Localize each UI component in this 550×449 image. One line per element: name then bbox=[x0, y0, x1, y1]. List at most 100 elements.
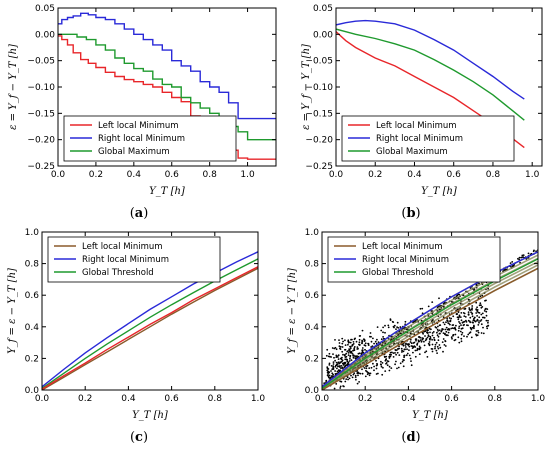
series-group bbox=[42, 251, 258, 390]
legend-label: Global Threshold bbox=[362, 268, 434, 278]
scatter-point bbox=[366, 373, 369, 376]
scatter-point bbox=[466, 324, 468, 326]
scatter-point bbox=[355, 378, 357, 381]
scatter-point bbox=[417, 336, 420, 338]
scatter-point bbox=[350, 374, 352, 377]
scatter-point bbox=[376, 362, 378, 365]
scatter-point bbox=[469, 309, 472, 312]
scatter-point bbox=[385, 358, 388, 360]
y-tick-label: 0.05 bbox=[35, 4, 55, 14]
scatter-point bbox=[367, 344, 370, 346]
scatter-point bbox=[431, 301, 434, 303]
scatter-point bbox=[473, 317, 475, 320]
scatter-point bbox=[457, 318, 460, 321]
band-line bbox=[322, 260, 538, 390]
scatter-point bbox=[418, 348, 421, 351]
scatter-point bbox=[382, 326, 384, 329]
scatter-point bbox=[411, 347, 414, 349]
scatter-point bbox=[475, 308, 478, 310]
scatter-point bbox=[461, 331, 464, 334]
scatter-point bbox=[375, 364, 378, 367]
x-tick-label: 0.6 bbox=[165, 170, 180, 180]
scatter-point bbox=[397, 347, 399, 350]
legend-label: Right local Minimum bbox=[98, 134, 185, 144]
scatter-point bbox=[518, 256, 521, 259]
legend-label: Right local Minimum bbox=[82, 255, 169, 265]
x-tick-label: 0.2 bbox=[78, 394, 92, 404]
scatter-point bbox=[403, 354, 406, 357]
scatter-point bbox=[388, 355, 391, 358]
band-line bbox=[322, 254, 538, 389]
y-tick-label: 0.05 bbox=[313, 4, 333, 14]
scatter-point bbox=[388, 369, 391, 372]
scatter-point bbox=[445, 334, 448, 336]
scatter-point bbox=[392, 321, 395, 323]
x-tick-label: 0.2 bbox=[358, 394, 372, 404]
scatter-point bbox=[332, 361, 335, 363]
scatter-point bbox=[376, 338, 378, 341]
scatter-point bbox=[325, 380, 328, 382]
scatter-point bbox=[459, 316, 462, 318]
scatter-point bbox=[464, 316, 467, 318]
scatter-point bbox=[466, 335, 468, 338]
scatter-point bbox=[487, 319, 489, 322]
scatter-point bbox=[457, 329, 460, 332]
x-axis-label: Y_T [h] bbox=[412, 410, 448, 421]
scatter-point bbox=[339, 380, 342, 383]
legend-box bbox=[47, 236, 221, 283]
scatter-point bbox=[423, 340, 425, 343]
scatter-point bbox=[405, 354, 408, 357]
scatter-point bbox=[444, 332, 446, 335]
scatter-point bbox=[327, 373, 330, 375]
scatter-point bbox=[358, 352, 361, 355]
scatter-point bbox=[377, 341, 380, 343]
y-tick-label: 0.4 bbox=[305, 323, 320, 333]
scatter-point bbox=[428, 341, 431, 343]
scatter-point bbox=[361, 339, 363, 342]
scatter-point bbox=[469, 316, 472, 319]
scatter-point bbox=[346, 360, 349, 363]
scatter-point bbox=[347, 378, 349, 381]
scatter-point bbox=[527, 252, 530, 255]
scatter-point bbox=[334, 365, 337, 368]
scatter-point bbox=[475, 301, 478, 304]
scatter-point bbox=[445, 330, 448, 333]
scatter-point bbox=[437, 325, 439, 328]
scatter-point bbox=[339, 387, 342, 389]
y-axis-label: Y_f = ε − Y_T [h] bbox=[7, 268, 18, 354]
scatter-point bbox=[363, 344, 366, 346]
scatter-point bbox=[347, 343, 349, 346]
scatter-point bbox=[348, 341, 350, 344]
scatter-point bbox=[393, 326, 395, 329]
scatter-point bbox=[342, 364, 345, 366]
scatter-point bbox=[365, 365, 367, 368]
scatter-point bbox=[447, 331, 450, 334]
scatter-point bbox=[416, 343, 418, 346]
scatter-point bbox=[412, 351, 414, 354]
scatter-point bbox=[375, 367, 378, 370]
scatter-point bbox=[465, 319, 467, 322]
scatter-point bbox=[338, 339, 340, 341]
scatter-point bbox=[358, 341, 361, 344]
scatter-point bbox=[375, 359, 377, 362]
y-tick-label: −0.25 bbox=[305, 162, 333, 172]
y-tick-label: 0.0 bbox=[305, 386, 320, 396]
series-line bbox=[42, 258, 258, 389]
scatter-point bbox=[485, 307, 487, 310]
scatter-point bbox=[439, 346, 442, 349]
scatter-point bbox=[476, 319, 478, 322]
scatter-point bbox=[481, 312, 484, 315]
scatter-point bbox=[442, 338, 445, 340]
x-tick-label: 0.8 bbox=[486, 170, 501, 180]
scatter-point bbox=[393, 324, 396, 327]
scatter-point bbox=[330, 365, 333, 367]
scatter-point bbox=[368, 374, 371, 377]
scatter-point bbox=[323, 382, 326, 385]
scatter-point bbox=[398, 354, 401, 356]
scatter-point bbox=[521, 254, 524, 257]
scatter-point bbox=[371, 345, 374, 347]
scatter-point bbox=[363, 367, 366, 369]
scatter-point bbox=[415, 339, 417, 342]
scatter-point bbox=[460, 324, 462, 326]
scatter-point bbox=[357, 347, 359, 350]
